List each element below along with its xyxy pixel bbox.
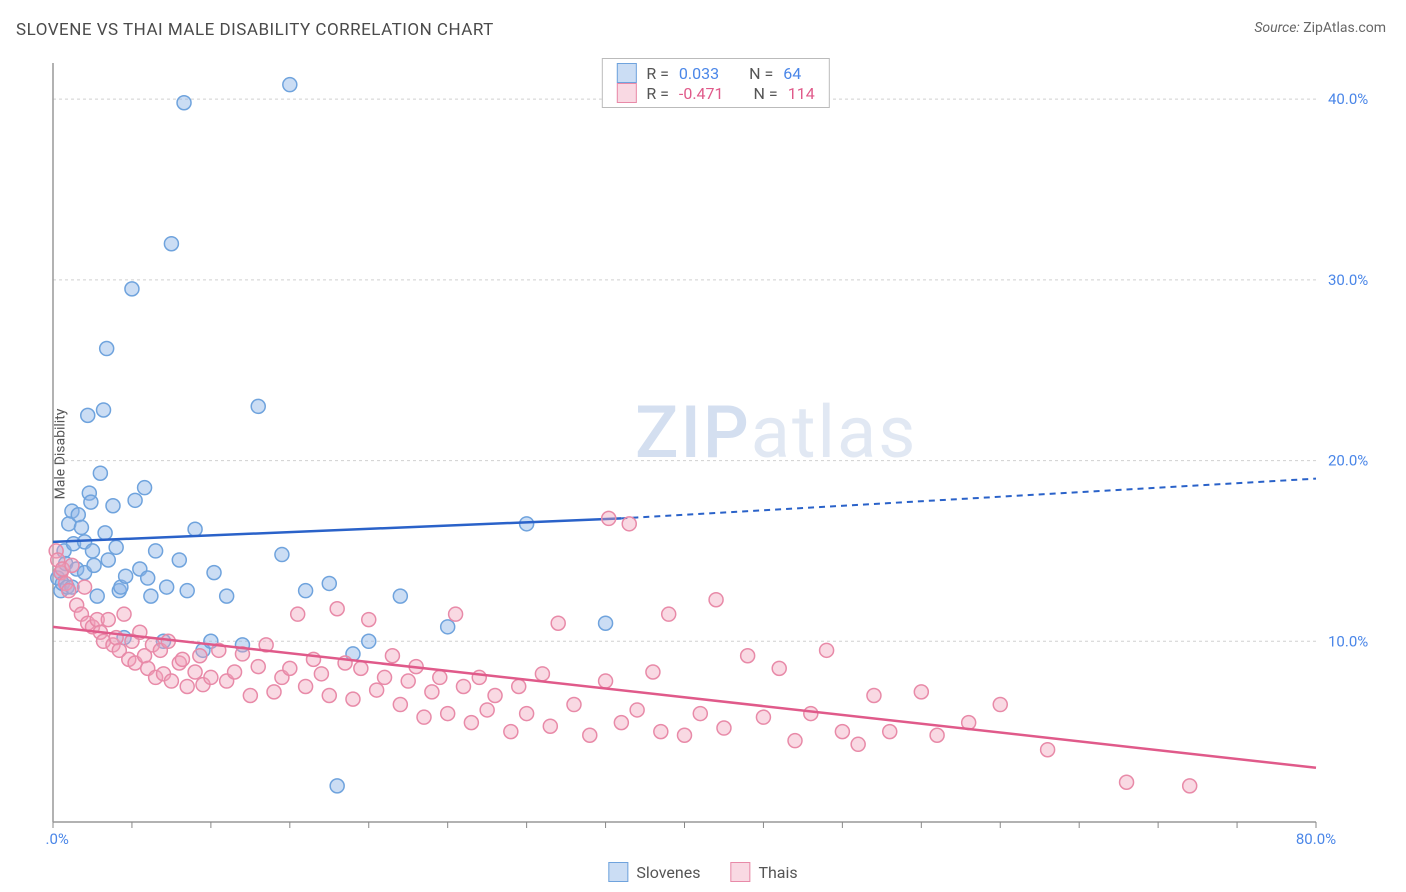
svg-text:40.0%: 40.0% [1328,90,1368,108]
source-attribution: Source: ZipAtlas.com [1254,20,1386,36]
legend-stats-box: R = 0.033 N = 64 R = -0.471 N = 114 [601,58,829,108]
scatter-chart: 10.0% 20.0% 30.0% 40.0% 0.0% 80.0% [45,55,1386,852]
legend-r-label: R = [646,64,669,83]
legend-swatch-thais [616,83,636,103]
legend-r-value-thais: -0.471 [679,84,724,103]
bottom-legend-slovenes-label: Slovenes [636,863,700,882]
y-axis-label: Male Disability [52,408,68,499]
chart-title: SLOVENE VS THAI MALE DISABILITY CORRELAT… [16,20,494,40]
legend-n-value-thais: 114 [788,84,815,103]
bottom-legend-slovenes: Slovenes [608,862,700,882]
source-prefix: Source: [1254,20,1303,36]
legend-stats-row-slovenes: R = 0.033 N = 64 [616,63,814,83]
bottom-legend: Slovenes Thais [608,862,797,882]
svg-text:10.0%: 10.0% [1328,632,1368,650]
legend-r-value-slovenes: 0.033 [679,64,719,83]
svg-text:20.0%: 20.0% [1328,452,1368,470]
legend-n-value-slovenes: 64 [783,64,801,83]
bottom-legend-thais-label: Thais [758,863,797,882]
legend-n-label: N = [749,64,773,83]
legend-swatch-slovenes [616,63,636,83]
legend-n-label: N = [754,84,778,103]
svg-text:80.0%: 80.0% [1296,830,1336,848]
legend-r-label: R = [646,84,669,103]
svg-text:30.0%: 30.0% [1328,271,1368,289]
legend-swatch-slovenes-icon [608,862,628,882]
svg-text:0.0%: 0.0% [45,830,69,848]
chart-area: Male Disability ZIPatlas R = 0.033 N = 6… [45,55,1386,852]
source-name: ZipAtlas.com [1303,20,1386,36]
legend-stats-row-thais: R = -0.471 N = 114 [616,83,814,103]
bottom-legend-thais: Thais [730,862,797,882]
legend-swatch-thais-icon [730,862,750,882]
